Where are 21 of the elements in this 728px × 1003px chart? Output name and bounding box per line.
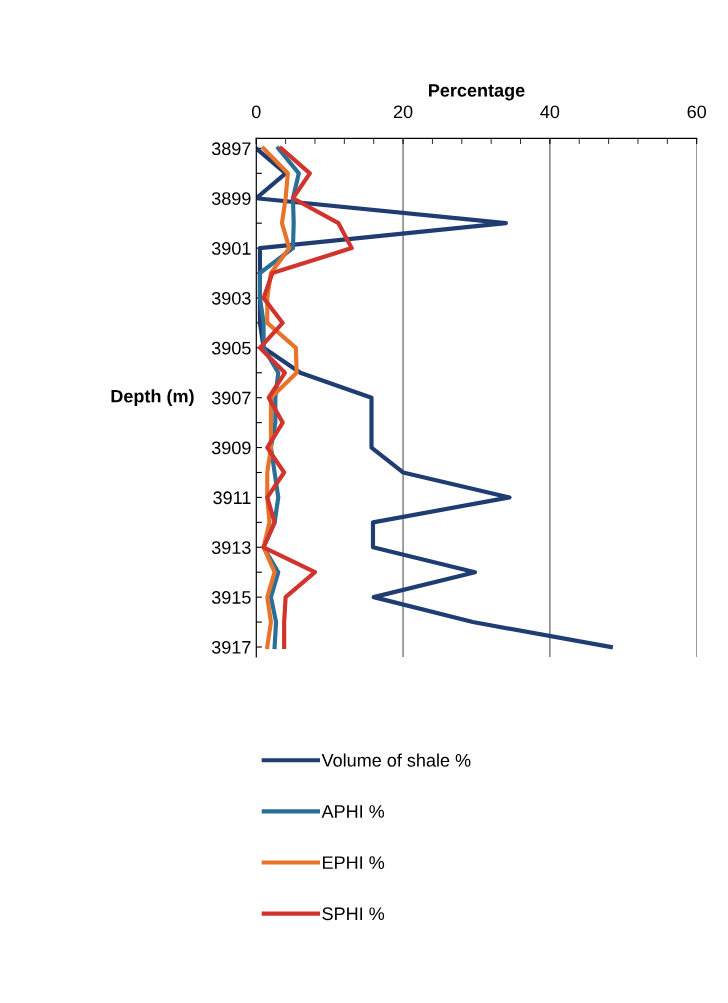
y-tick-label: 3913 — [211, 541, 251, 554]
legend-label: Volume of shale % — [321, 753, 471, 767]
legend-label: SPHI % — [322, 907, 385, 921]
x-tick-label: 40 — [540, 105, 560, 119]
y-axis-title: Depth (m) — [111, 389, 194, 407]
y-tick-label: 3917 — [211, 640, 251, 654]
legend-label: APHI % — [321, 805, 385, 818]
y-tick-label: 3897 — [211, 142, 251, 156]
legend-label: EPHI % — [323, 856, 385, 869]
y-tick-label: 3915 — [211, 591, 251, 604]
x-tick-label: 60 — [687, 105, 707, 119]
y-tick-label: 3911 — [213, 491, 251, 505]
y-tick-label: 3909 — [211, 441, 251, 455]
y-tick-label: 3907 — [211, 391, 251, 405]
x-tick-label: 0 — [251, 105, 261, 119]
y-tick-label: 3903 — [211, 291, 251, 305]
y-tick-label: 3901 — [211, 242, 251, 255]
x-axis-title: Percentage — [429, 84, 525, 101]
y-tick-label: 3899 — [211, 192, 251, 205]
x-tick-label: 20 — [393, 105, 413, 119]
y-tick-label: 3905 — [211, 341, 251, 355]
